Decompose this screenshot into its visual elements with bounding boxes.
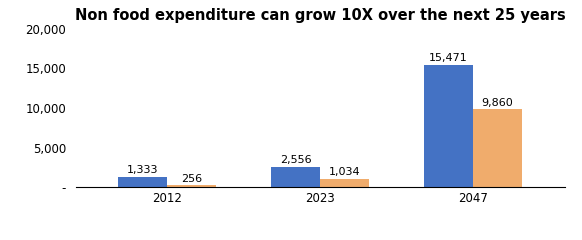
Bar (168, 185, 216, 187)
Bar (424, 65, 473, 187)
Bar (118, 177, 168, 187)
Text: 9,860: 9,860 (481, 97, 513, 108)
Text: 15,471: 15,471 (429, 53, 468, 63)
Bar (473, 109, 521, 187)
Title: Non food expenditure can grow 10X over the next 25 years: Non food expenditure can grow 10X over t… (74, 8, 566, 24)
Bar (320, 179, 369, 187)
Bar (271, 167, 320, 187)
Text: 2,556: 2,556 (280, 155, 311, 165)
Text: 1,034: 1,034 (329, 168, 360, 177)
Text: 256: 256 (181, 174, 203, 184)
Text: 1,333: 1,333 (127, 165, 159, 175)
